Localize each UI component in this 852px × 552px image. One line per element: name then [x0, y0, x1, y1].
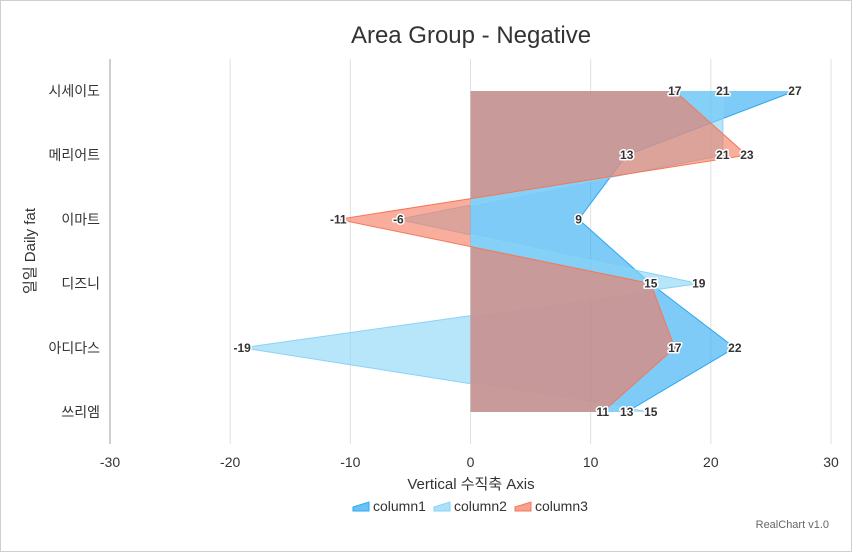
- category-label: 아디다스: [48, 340, 100, 356]
- legend-marker: [514, 501, 532, 512]
- data-label-column2: -19: [234, 341, 252, 355]
- category-label: 쓰리엠: [61, 404, 100, 420]
- legend-item-column3[interactable]: column3: [514, 498, 588, 514]
- data-label-column3: 23: [740, 148, 754, 162]
- legend-marker: [433, 501, 451, 512]
- x-tick-label: -10: [340, 454, 360, 470]
- series-areas: [242, 90, 796, 413]
- data-label-column1: 22: [728, 341, 742, 355]
- x-tick-label: -30: [100, 454, 120, 470]
- data-label-column2: 21: [716, 84, 730, 98]
- legend-label: column3: [535, 498, 588, 514]
- data-label-column3: 15: [644, 277, 658, 291]
- data-label-column3: 17: [668, 84, 682, 98]
- category-label: 디즈니: [61, 276, 100, 292]
- category-label: 이마트: [61, 211, 100, 227]
- credit-label: RealChart v1.0: [756, 519, 829, 531]
- legend-marker: [352, 501, 370, 512]
- value-axis-ticks: -30 -20 -10 0 10 20 30: [100, 454, 839, 470]
- data-label-column2: -6: [393, 212, 404, 226]
- x-tick-label: -20: [220, 454, 240, 470]
- legend: column1 column2 column3: [352, 498, 588, 514]
- chart-title: Area Group - Negative: [351, 22, 591, 49]
- legend-item-column1[interactable]: column1: [352, 498, 426, 514]
- data-label-column1: 13: [620, 148, 634, 162]
- data-label-column1: 27: [788, 84, 802, 98]
- data-label-column3: 17: [668, 341, 682, 355]
- data-label-column1: 13: [620, 405, 634, 419]
- data-label-column3: 11: [596, 405, 609, 419]
- legend-item-column2[interactable]: column2: [433, 498, 507, 514]
- line-column3: [338, 90, 749, 413]
- category-label: 메리어트: [48, 147, 100, 163]
- legend-label: column2: [454, 498, 507, 514]
- data-label-column1: 15: [644, 277, 658, 291]
- legend-label: column1: [373, 498, 426, 514]
- x-tick-label: 20: [703, 454, 719, 470]
- data-label-column2: 21: [716, 148, 730, 162]
- data-label-column2: 19: [692, 277, 706, 291]
- category-axis-title: 일일 Daily fat: [22, 207, 39, 294]
- data-label-column3: -11: [330, 212, 347, 226]
- x-tick-label: 30: [823, 454, 839, 470]
- data-label-column2: 15: [644, 405, 658, 419]
- value-axis-title: Vertical 수직축 Axis: [407, 476, 534, 493]
- area-column3: [338, 91, 747, 412]
- category-label: 시세이도: [48, 83, 100, 99]
- data-label-column1: 9: [575, 212, 582, 226]
- x-tick-label: 0: [467, 454, 475, 470]
- x-tick-label: 10: [583, 454, 599, 470]
